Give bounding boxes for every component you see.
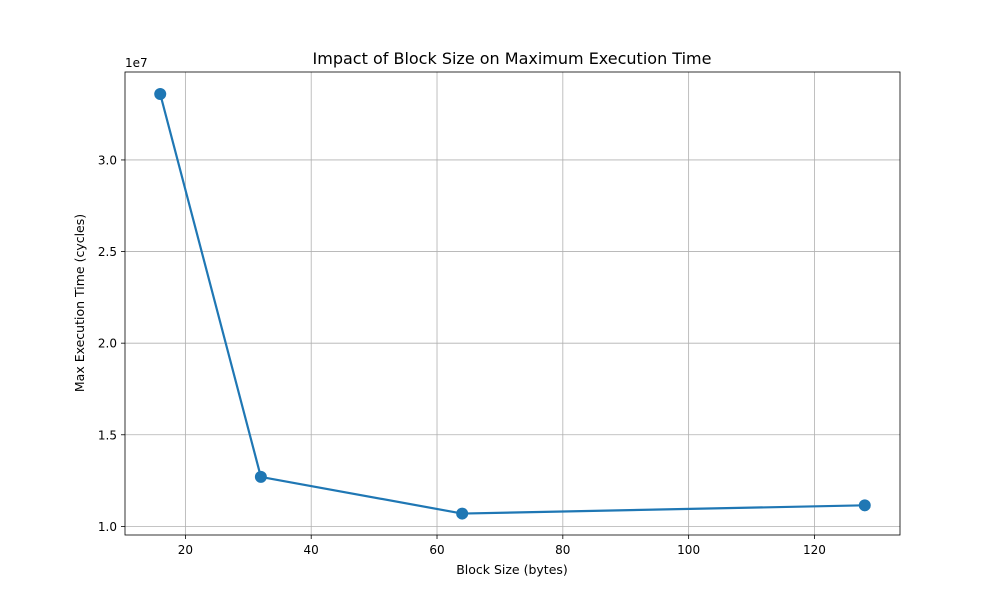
series-layer	[154, 87, 871, 520]
plot-frame-layer	[124, 71, 901, 536]
x-tick-label: 80	[555, 543, 570, 557]
y-tick-label: 1.0	[98, 520, 117, 534]
plot-frame	[124, 71, 901, 536]
x-axis-label: Block Size (bytes)	[456, 562, 568, 577]
tick-layer: 20 40 60 80 100 120 1.0 1.5 2.0 2.5 3.0	[98, 153, 826, 557]
x-tick-label: 120	[803, 543, 826, 557]
x-tick-label: 100	[677, 543, 700, 557]
data-point	[154, 87, 167, 100]
data-point	[858, 499, 871, 512]
x-tick-label: 60	[429, 543, 444, 557]
y-tick-label: 1.5	[98, 428, 117, 442]
chart-title: Impact of Block Size on Maximum Executio…	[313, 49, 712, 68]
grid-layer	[125, 72, 900, 535]
series-line	[159, 92, 866, 515]
y-axis-label: Max Execution Time (cycles)	[72, 214, 87, 392]
y-axis-offset-label: 1e7	[125, 56, 148, 70]
data-point	[254, 470, 267, 483]
y-tick-label: 2.0	[98, 337, 117, 351]
x-tick-label: 40	[304, 543, 319, 557]
y-tick-label: 2.5	[98, 245, 117, 259]
x-tick-label: 20	[178, 543, 193, 557]
y-tick-label: 3.0	[98, 153, 117, 167]
data-point	[456, 507, 469, 520]
